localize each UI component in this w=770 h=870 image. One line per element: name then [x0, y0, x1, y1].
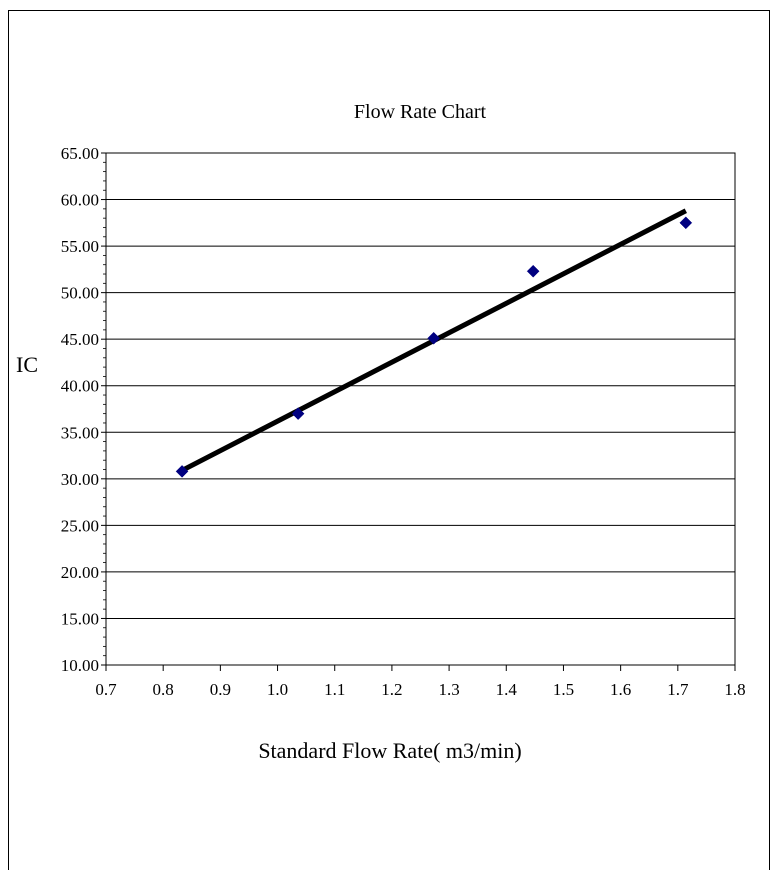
y-axis: 10.00 15.00 20.00 25.00 30.00 35.00 40.00 45.00…	[61, 144, 106, 675]
data-point	[427, 331, 441, 345]
gridlines	[106, 152, 735, 666]
x-tick-label: 1.1	[324, 680, 345, 699]
x-tick-label: 1.8	[724, 680, 745, 699]
data-point	[679, 216, 693, 230]
y-tick-label: 55.00	[61, 237, 99, 256]
y-tick-label: 10.00	[61, 656, 99, 675]
x-tick-label: 1.6	[610, 680, 631, 699]
data-point	[291, 407, 305, 421]
y-tick-label: 20.00	[61, 563, 99, 582]
y-tick-label: 65.00	[61, 144, 99, 163]
y-tick-label: 45.00	[61, 330, 99, 349]
x-tick-label: 1.4	[496, 680, 518, 699]
data-points	[175, 216, 693, 478]
data-point	[526, 264, 540, 278]
y-tick-label: 60.00	[61, 191, 99, 210]
x-axis: 0.7 0.8 0.9 1.0 1.1 1.2 1.3 1.4 1.5 1.6 1.7 1.8	[95, 665, 746, 699]
x-tick-label: 0.9	[210, 680, 231, 699]
y-tick-label: 25.00	[61, 516, 99, 535]
chart-title: Flow Rate Chart	[354, 101, 487, 123]
y-tick-label: 50.00	[61, 284, 99, 303]
x-tick-label: 1.3	[438, 680, 459, 699]
plot-frame	[105, 152, 736, 666]
y-tick-label: 30.00	[61, 470, 99, 489]
x-tick-label: 1.7	[667, 680, 689, 699]
x-tick-label: 1.5	[553, 680, 574, 699]
x-tick-label: 0.7	[95, 680, 117, 699]
y-tick-label: 40.00	[61, 377, 99, 396]
y-tick-label: 35.00	[61, 423, 99, 442]
data-point	[175, 465, 189, 478]
y-axis-label: IC	[16, 352, 38, 377]
y-tick-label: 15.00	[61, 609, 99, 628]
x-tick-label: 1.0	[267, 680, 288, 699]
x-tick-label: 0.8	[153, 680, 174, 699]
x-axis-label: Standard Flow Rate( m3/min)	[258, 738, 521, 763]
x-tick-label: 1.2	[381, 680, 402, 699]
